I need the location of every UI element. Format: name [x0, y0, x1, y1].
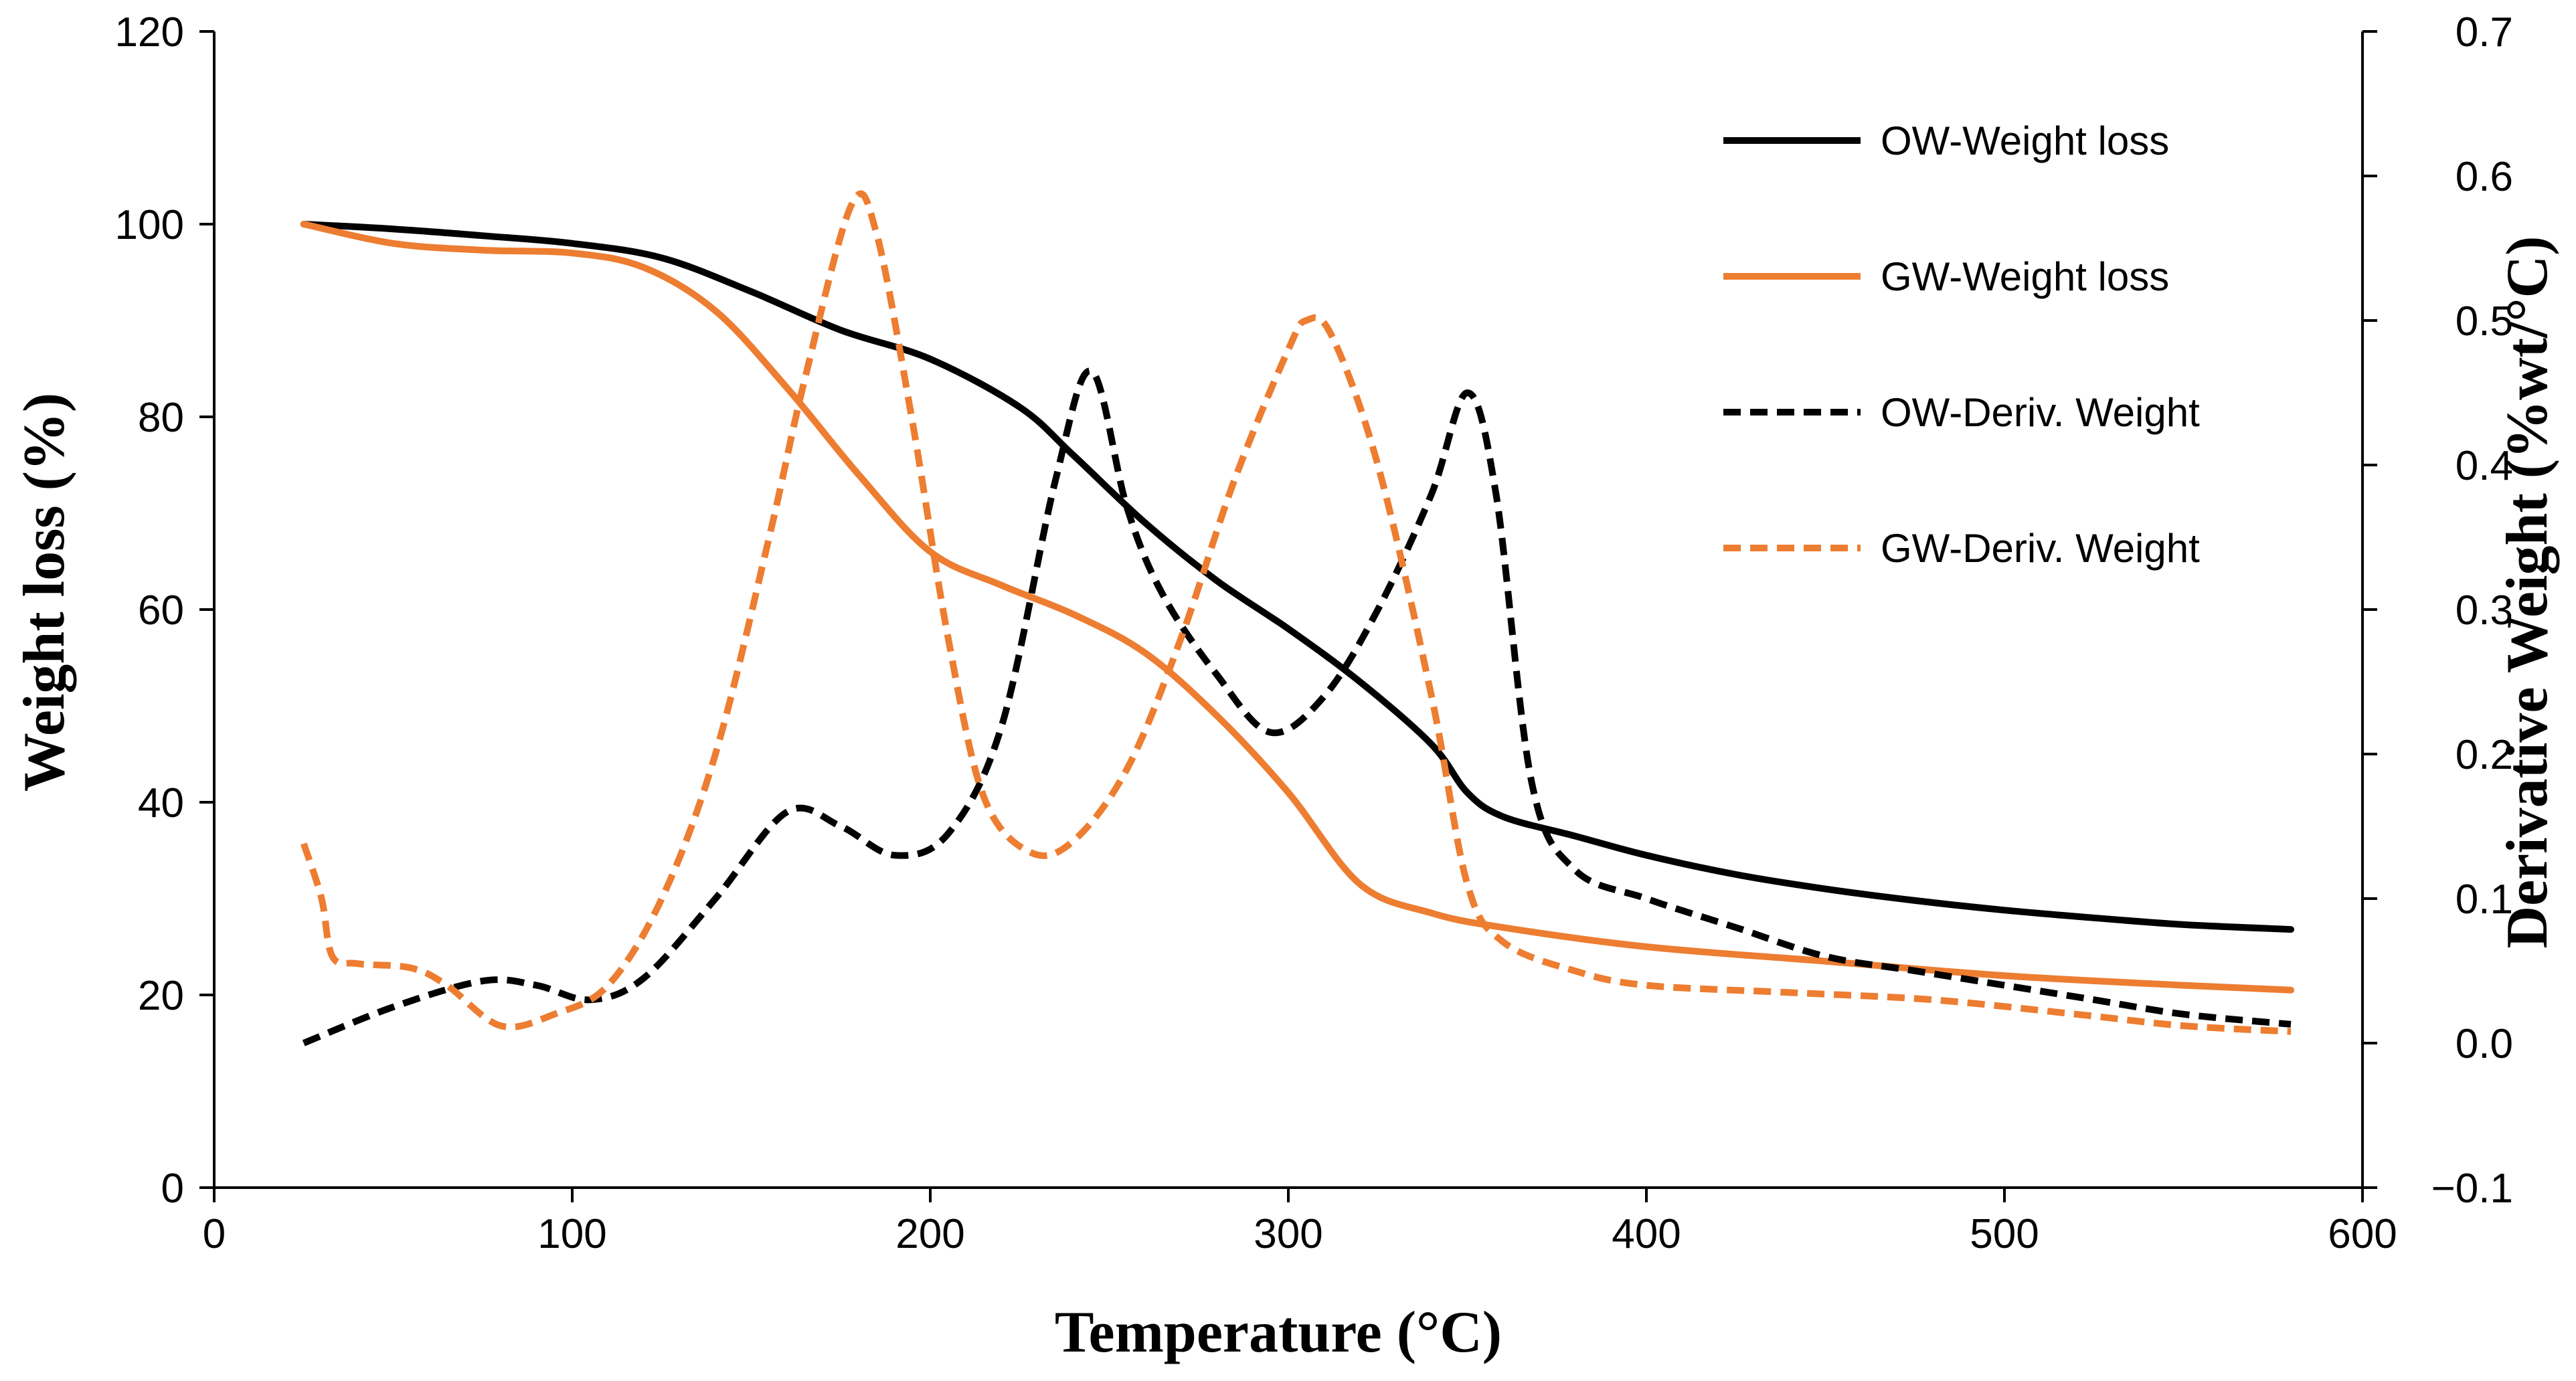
y2-tick-label: 0.0 [2456, 1021, 2513, 1067]
x-tick-label: 300 [1254, 1211, 1322, 1257]
series-line-ow-deriv-weight [302, 367, 2292, 1046]
y2-tick-label: −0.1 [2431, 1166, 2513, 1212]
y-tick-label: 0 [161, 1166, 184, 1212]
y2-tick-label: 0.4 [2456, 443, 2513, 489]
y-tick-label: 60 [138, 587, 184, 634]
legend-label: OW-Deriv. Weight [1881, 390, 2200, 435]
y-tick-label: 120 [115, 9, 184, 56]
y-tick-label: 40 [138, 780, 184, 826]
legend: OW-Weight loss GW-Weight loss OW-Deriv. We… [1723, 118, 2200, 571]
x-tick-label: 0 [203, 1211, 226, 1257]
ticks-layer: 0 100 200 300 400 500 600 0 20 40 60 80 100 120 −0.1 0.… [115, 9, 2513, 1257]
series-line-ow-weight-loss [300, 221, 2294, 933]
y2-tick-label: 0.7 [2456, 9, 2513, 56]
series-layer [300, 190, 2294, 1046]
x-tick-label: 500 [1970, 1211, 2039, 1257]
y2-tick-label: 0.5 [2456, 298, 2513, 345]
y2-tick-label: 0.3 [2456, 587, 2513, 634]
series-line-gw-deriv-weight [300, 190, 2292, 1035]
y-axis-title: Weight loss (%) [12, 393, 77, 792]
y-tick-label: 100 [115, 202, 184, 248]
legend-label: GW-Deriv. Weight [1881, 526, 2200, 571]
y-tick-label: 80 [138, 395, 184, 441]
x-tick-label: 400 [1612, 1211, 1681, 1257]
legend-label: OW-Weight loss [1881, 118, 2169, 163]
axes-layer [213, 31, 2364, 1189]
legend-label: GW-Weight loss [1881, 254, 2169, 299]
y2-tick-label: 0.1 [2456, 877, 2513, 923]
y2-axis-title: Derivative Weight (%wt/°C) [2495, 236, 2560, 949]
y2-tick-label: 0.6 [2456, 154, 2513, 200]
y-tick-label: 20 [138, 973, 184, 1019]
x-axis-title: Temperature (°C) [1055, 1300, 1502, 1365]
x-tick-label: 200 [895, 1211, 964, 1257]
y2-tick-label: 0.2 [2456, 732, 2513, 778]
x-tick-label: 600 [2328, 1211, 2397, 1257]
series-line-gw-weight-loss [300, 221, 2294, 994]
x-tick-label: 100 [537, 1211, 606, 1257]
